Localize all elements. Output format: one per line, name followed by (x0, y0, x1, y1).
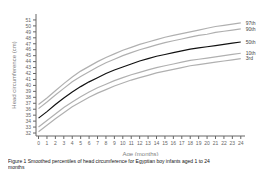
svg-text:32: 32 (25, 130, 31, 136)
svg-text:1: 1 (46, 140, 49, 146)
svg-text:10: 10 (120, 140, 126, 146)
svg-text:5: 5 (79, 140, 82, 146)
svg-text:38: 38 (25, 94, 31, 100)
svg-text:44: 44 (25, 58, 31, 64)
svg-text:97th: 97th (245, 19, 256, 26)
svg-text:16: 16 (171, 140, 177, 146)
svg-text:50: 50 (25, 23, 31, 29)
svg-text:22: 22 (221, 140, 227, 146)
svg-text:20: 20 (204, 140, 210, 146)
svg-text:51: 51 (25, 17, 31, 23)
svg-text:18: 18 (187, 140, 193, 146)
svg-text:49: 49 (25, 29, 31, 35)
svg-text:42: 42 (25, 70, 31, 76)
svg-text:90th: 90th (246, 26, 256, 32)
svg-text:11: 11 (129, 140, 134, 146)
svg-text:8: 8 (105, 140, 108, 146)
svg-text:Head circumference (cm): Head circumference (cm) (11, 41, 17, 108)
svg-text:43: 43 (25, 64, 31, 70)
svg-text:10th: 10th (245, 50, 256, 57)
svg-text:48: 48 (25, 35, 31, 41)
svg-text:2: 2 (54, 140, 57, 146)
svg-text:47: 47 (25, 41, 31, 47)
svg-text:35: 35 (25, 112, 31, 118)
svg-text:13: 13 (145, 140, 151, 146)
svg-text:21: 21 (213, 140, 219, 146)
html-text:months: months (8, 164, 25, 170)
svg-text:3rd: 3rd (246, 55, 253, 61)
svg-text:4: 4 (71, 140, 74, 146)
svg-text:40: 40 (25, 82, 31, 88)
svg-text:12: 12 (137, 140, 143, 146)
svg-text:15: 15 (162, 140, 168, 146)
svg-text:41: 41 (25, 76, 31, 82)
svg-text:36: 36 (25, 106, 31, 112)
svg-text:0: 0 (37, 140, 40, 146)
svg-text:Age (months): Age (months) (122, 151, 158, 156)
svg-text:34: 34 (25, 118, 31, 124)
svg-text:7: 7 (96, 140, 99, 146)
svg-text:46: 46 (25, 46, 31, 52)
svg-text:45: 45 (25, 52, 31, 58)
svg-text:33: 33 (25, 124, 31, 130)
svg-text:6: 6 (88, 140, 91, 146)
svg-text:3: 3 (62, 140, 65, 146)
svg-text:9: 9 (113, 140, 116, 146)
html-text:Figure 1 Smoothed percentiles: Figure 1 Smoothed percentiles of head ci… (8, 158, 210, 164)
svg-text:19: 19 (196, 140, 202, 146)
svg-text:50th: 50th (246, 39, 256, 45)
svg-text:17: 17 (179, 140, 185, 146)
svg-text:37: 37 (25, 100, 31, 106)
svg-text:24: 24 (238, 140, 244, 146)
svg-text:23: 23 (230, 140, 236, 146)
svg-text:39: 39 (25, 88, 31, 94)
svg-text:14: 14 (154, 140, 160, 146)
